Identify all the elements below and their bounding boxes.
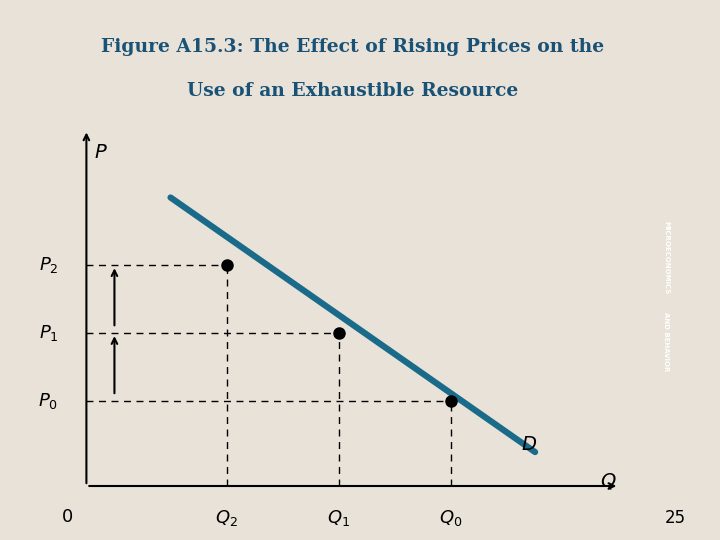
Text: AND BEHAVIOR: AND BEHAVIOR [663, 312, 669, 372]
Text: $P$: $P$ [94, 144, 107, 163]
Text: $D$: $D$ [521, 436, 537, 454]
Text: Figure A15.3: The Effect of Rising Prices on the: Figure A15.3: The Effect of Rising Price… [102, 38, 604, 56]
Text: $0$: $0$ [60, 508, 73, 526]
Text: $Q$: $Q$ [600, 471, 616, 491]
Text: $Q_0$: $Q_0$ [439, 508, 463, 528]
Text: $P_2$: $P_2$ [39, 255, 58, 275]
Text: $Q_2$: $Q_2$ [215, 508, 238, 528]
Text: MICROECONOMICS: MICROECONOMICS [663, 221, 669, 294]
Text: $P_1$: $P_1$ [39, 323, 58, 343]
Text: $P_0$: $P_0$ [38, 391, 58, 411]
Text: 25: 25 [665, 509, 686, 528]
Text: Use of an Exhaustible Resource: Use of an Exhaustible Resource [187, 82, 518, 100]
Text: $Q_1$: $Q_1$ [328, 508, 351, 528]
